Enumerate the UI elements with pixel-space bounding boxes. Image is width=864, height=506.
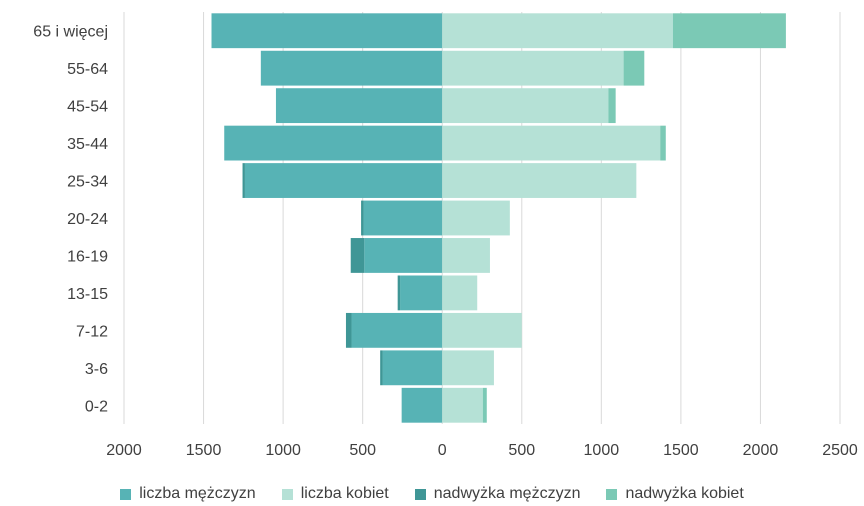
x-tick-label: 2500: [822, 442, 858, 459]
bar-men: [382, 350, 443, 386]
bar-women: [442, 163, 637, 198]
category-label: 13-15: [67, 286, 108, 303]
category-label: 16-19: [67, 248, 108, 265]
category-label: 3-6: [85, 361, 108, 378]
x-tick-label: 1500: [186, 442, 222, 459]
category-label: 35-44: [67, 136, 108, 153]
category-label: 0-2: [85, 398, 108, 415]
x-tick-label: 1500: [663, 442, 699, 459]
bar-surplus-women: [660, 125, 666, 161]
bar-surplus-men: [361, 200, 364, 236]
legend-swatch-surplus-men: [414, 488, 426, 500]
bar-men: [400, 275, 443, 311]
bar-surplus-women: [623, 50, 645, 86]
legend-swatch-surplus-women: [606, 488, 618, 500]
legend: liczba mężczyzn liczba kobiet nadwyżka m…: [0, 482, 864, 506]
category-label: 55-64: [67, 61, 108, 78]
category-label: 20-24: [67, 211, 108, 228]
bar-women: [442, 387, 483, 423]
x-tick-label: 2000: [743, 442, 779, 459]
x-tick-label: 1000: [584, 442, 620, 459]
bar-men: [351, 312, 443, 348]
bar-women: [442, 50, 624, 86]
bar-women: [442, 125, 661, 161]
legend-item-men: liczba mężczyzn: [120, 485, 256, 503]
x-tick-label: 2000: [106, 442, 142, 459]
category-label: 45-54: [67, 99, 108, 116]
bar-surplus-women: [672, 13, 786, 49]
legend-item-surplus-men: nadwyżka mężczyzn: [414, 485, 581, 503]
x-axis-tick-labels: 2000 1500 1000 500 0 500 1000 1500 2000 2500: [106, 442, 858, 459]
bar-women: [442, 275, 478, 311]
bar-surplus-women: [608, 88, 616, 124]
legend-label-surplus-men: nadwyżka mężczyzn: [433, 485, 581, 502]
bar-women: [442, 13, 673, 49]
bar-surplus-men: [345, 312, 352, 348]
legend-swatch-women: [281, 488, 293, 500]
x-tick-label: 1000: [265, 442, 301, 459]
x-tick-label: 0: [438, 442, 447, 459]
legend-swatch-men: [120, 488, 132, 500]
bar-women: [442, 88, 609, 124]
bar-women: [442, 238, 490, 273]
bar-men: [401, 387, 443, 423]
chart-canvas: 65 i więcej 55-64 45-54 35-44 25-34 20-24 16-1…: [33, 12, 858, 459]
bar-men: [244, 163, 443, 198]
bar-women: [442, 312, 522, 348]
legend-item-surplus-women: nadwyżka kobiet: [606, 485, 744, 503]
bar-men: [364, 238, 443, 273]
bar-surplus-women: [482, 387, 487, 423]
x-tick-label: 500: [349, 442, 376, 459]
legend-label-women: liczba kobiet: [300, 485, 389, 502]
category-label: 7-12: [76, 323, 108, 340]
category-label: 25-34: [67, 174, 108, 191]
bars: [211, 13, 786, 423]
bar-men: [275, 88, 443, 124]
bar-men: [260, 50, 443, 86]
bar-surplus-men: [397, 275, 401, 311]
bar-surplus-men: [380, 350, 383, 386]
bar-women: [442, 350, 494, 386]
bar-surplus-men: [242, 163, 245, 198]
legend-label-men: liczba mężczyzn: [139, 485, 256, 502]
bar-women: [442, 200, 510, 236]
bar-surplus-men: [350, 238, 365, 273]
legend-label-surplus-women: nadwyżka kobiet: [625, 485, 744, 502]
legend-item-women: liczba kobiet: [281, 485, 389, 503]
x-tick-label: 500: [508, 442, 535, 459]
bar-men: [224, 125, 443, 161]
category-label: 65 i więcej: [33, 24, 108, 41]
bar-men: [211, 13, 443, 49]
bar-men: [363, 200, 443, 236]
category-labels: 65 i więcej 55-64 45-54 35-44 25-34 20-24 16-1…: [33, 24, 108, 416]
